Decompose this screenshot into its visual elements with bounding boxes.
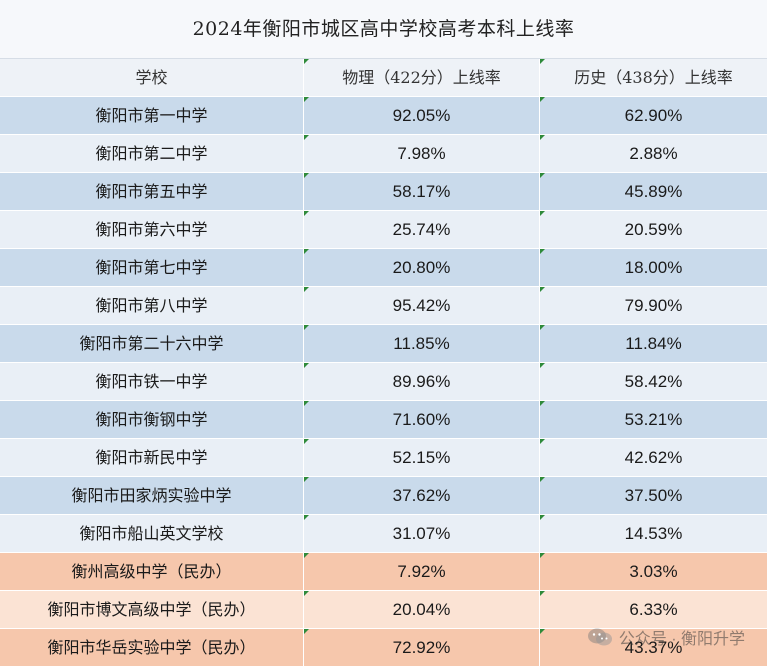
physics-rate-cell[interactable]: 7.92% (304, 553, 540, 591)
history-rate-cell[interactable]: 43.37% (540, 629, 767, 667)
history-rate-cell[interactable]: 20.59% (540, 211, 767, 249)
data-table: 学校 物理（422分）上线率 历史（438分）上线率 衡阳市第一中学 92.05%… (0, 59, 767, 667)
physics-rate-cell[interactable]: 31.07% (304, 515, 540, 553)
physics-rate-cell[interactable]: 71.60% (304, 401, 540, 439)
physics-rate-cell[interactable]: 89.96% (304, 363, 540, 401)
history-rate-cell[interactable]: 18.00% (540, 249, 767, 287)
physics-rate-cell[interactable]: 92.05% (304, 97, 540, 135)
physics-rate-cell[interactable]: 95.42% (304, 287, 540, 325)
table-row: 衡阳市第六中学 25.74% 20.59% (0, 211, 767, 249)
physics-rate-cell[interactable]: 72.92% (304, 629, 540, 667)
history-rate-cell[interactable]: 37.50% (540, 477, 767, 515)
table-row: 衡阳市田家炳实验中学 37.62% 37.50% (0, 477, 767, 515)
header-row: 学校 物理（422分）上线率 历史（438分）上线率 (0, 59, 767, 97)
history-rate-cell[interactable]: 42.62% (540, 439, 767, 477)
table-row: 衡阳市船山英文学校 31.07% 14.53% (0, 515, 767, 553)
table-row: 衡阳市第一中学 92.05% 62.90% (0, 97, 767, 135)
school-name-cell[interactable]: 衡阳市博文高级中学（民办） (0, 591, 304, 629)
physics-rate-cell[interactable]: 7.98% (304, 135, 540, 173)
school-name-cell[interactable]: 衡阳市第六中学 (0, 211, 304, 249)
table-row: 衡阳市铁一中学 89.96% 58.42% (0, 363, 767, 401)
watermark-text: 公众号 · 衡阳升学 (618, 631, 745, 648)
school-name-cell[interactable]: 衡州高级中学（民办） (0, 553, 304, 591)
table-row: 衡阳市第五中学 58.17% 45.89% (0, 173, 767, 211)
header-history-rate[interactable]: 历史（438分）上线率 (540, 59, 767, 97)
history-rate-cell[interactable]: 6.33% (540, 591, 767, 629)
school-name-cell[interactable]: 衡阳市第二中学 (0, 135, 304, 173)
table-row: 衡阳市华岳实验中学（民办） 72.92% 43.37% (0, 629, 767, 667)
physics-rate-cell[interactable]: 58.17% (304, 173, 540, 211)
school-name-cell[interactable]: 衡阳市第五中学 (0, 173, 304, 211)
table-row: 衡阳市第二中学 7.98% 2.88% (0, 135, 767, 173)
history-rate-cell[interactable]: 2.88% (540, 135, 767, 173)
physics-rate-cell[interactable]: 11.85% (304, 325, 540, 363)
table-row: 衡阳市衡钢中学 71.60% 53.21% (0, 401, 767, 439)
school-name-cell[interactable]: 衡阳市华岳实验中学（民办） (0, 629, 304, 667)
school-name-cell[interactable]: 衡阳市新民中学 (0, 439, 304, 477)
school-name-cell[interactable]: 衡阳市田家炳实验中学 (0, 477, 304, 515)
school-name-cell[interactable]: 衡阳市第二十六中学 (0, 325, 304, 363)
school-name-cell[interactable]: 衡阳市第七中学 (0, 249, 304, 287)
history-rate-cell[interactable]: 14.53% (540, 515, 767, 553)
table-row: 衡阳市第八中学 95.42% 79.90% (0, 287, 767, 325)
physics-rate-cell[interactable]: 25.74% (304, 211, 540, 249)
physics-rate-cell[interactable]: 37.62% (304, 477, 540, 515)
header-school[interactable]: 学校 (0, 59, 304, 97)
table-row: 衡阳市第二十六中学 11.85% 11.84% (0, 325, 767, 363)
school-name-cell[interactable]: 衡阳市铁一中学 (0, 363, 304, 401)
physics-rate-cell[interactable]: 20.04% (304, 591, 540, 629)
school-name-cell[interactable]: 衡阳市船山英文学校 (0, 515, 304, 553)
history-rate-cell[interactable]: 58.42% (540, 363, 767, 401)
history-rate-cell[interactable]: 3.03% (540, 553, 767, 591)
history-rate-cell[interactable]: 62.90% (540, 97, 767, 135)
history-rate-cell[interactable]: 45.89% (540, 173, 767, 211)
watermark: 公众号 · 衡阳升学 (587, 625, 745, 649)
school-name-cell[interactable]: 衡阳市第八中学 (0, 287, 304, 325)
history-rate-cell[interactable]: 11.84% (540, 325, 767, 363)
school-name-cell[interactable]: 衡阳市第一中学 (0, 97, 304, 135)
table-row: 衡阳市新民中学 52.15% 42.62% (0, 439, 767, 477)
header-physics-rate[interactable]: 物理（422分）上线率 (304, 59, 540, 97)
history-rate-cell[interactable]: 79.90% (540, 287, 767, 325)
school-name-cell[interactable]: 衡阳市衡钢中学 (0, 401, 304, 439)
physics-rate-cell[interactable]: 20.80% (304, 249, 540, 287)
table-row: 衡州高级中学（民办） 7.92% 3.03% (0, 553, 767, 591)
physics-rate-cell[interactable]: 52.15% (304, 439, 540, 477)
wechat-icon (587, 628, 612, 646)
table-row: 衡阳市第七中学 20.80% 18.00% (0, 249, 767, 287)
history-rate-cell[interactable]: 53.21% (540, 401, 767, 439)
table-title: 2024年衡阳市城区高中学校高考本科上线率 (0, 0, 767, 59)
table-row: 衡阳市博文高级中学（民办） 20.04% 6.33% (0, 591, 767, 629)
